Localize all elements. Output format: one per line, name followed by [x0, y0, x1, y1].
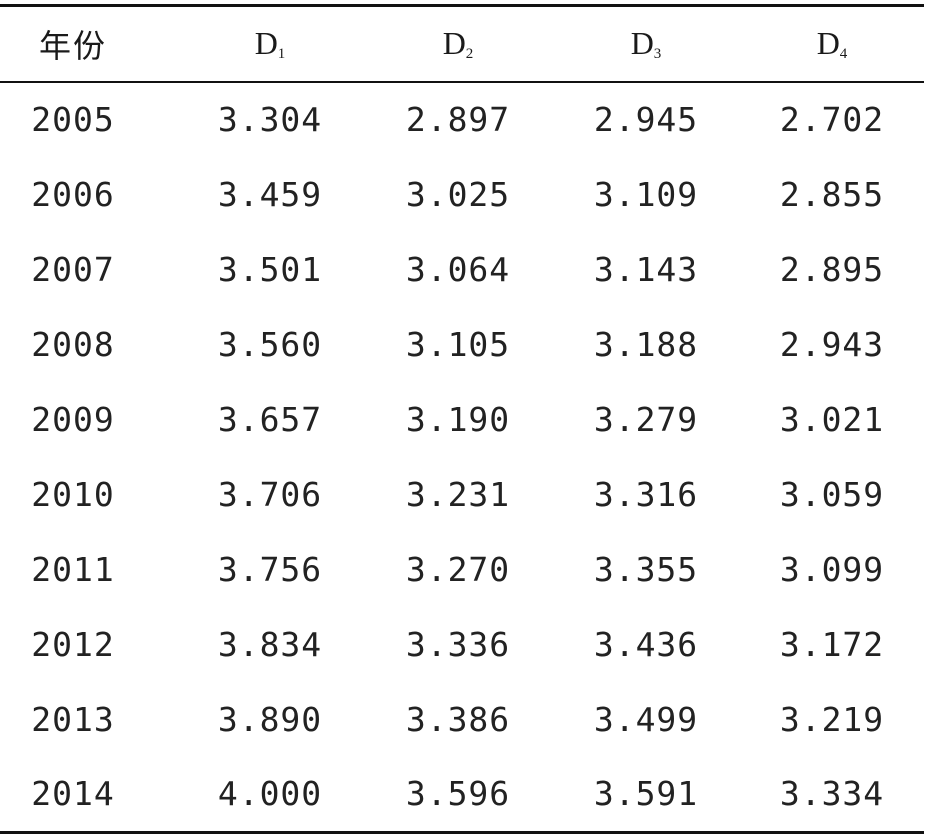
table-row: 2006 3.459 3.025 3.109 2.855: [0, 157, 924, 232]
value-cell-d4: 2.895: [779, 249, 885, 289]
data-table: 年份 D1 D2 D3 D4 2005 3.304 2.897 2.945 2.702 2…: [0, 4, 924, 834]
value-cell-d4: 3.099: [779, 549, 885, 589]
value-cell-d2: 3.064: [405, 249, 511, 289]
value-cell-d2: 2.897: [405, 100, 511, 139]
year-cell: 2007: [31, 249, 115, 289]
value-cell-d3: 3.279: [593, 399, 699, 439]
value-cell-d3: 3.355: [593, 549, 699, 589]
value-cell-d4: 2.702: [779, 100, 885, 139]
year-cell: 2012: [31, 624, 115, 664]
table-row: 2007 3.501 3.064 3.143 2.895: [0, 232, 924, 307]
table-row: 2012 3.834 3.336 3.436 3.172: [0, 607, 924, 682]
value-cell-d3: 3.143: [593, 249, 699, 289]
value-cell-d1: 3.501: [217, 249, 323, 289]
year-cell: 2014: [31, 774, 115, 814]
header-d3-sub: 3: [653, 46, 662, 63]
table-row: 2008 3.560 3.105 3.188 2.943: [0, 307, 924, 382]
header-d1-sub: 1: [277, 46, 286, 63]
value-cell-d2: 3.025: [405, 174, 511, 214]
table-row: 2005 3.304 2.897 2.945 2.702: [0, 82, 924, 157]
value-cell-d3: 3.436: [593, 624, 699, 664]
year-cell: 2013: [31, 699, 115, 739]
value-cell-d4: 3.059: [779, 474, 885, 514]
value-cell-d1: 3.304: [217, 100, 323, 139]
header-year: 年份: [38, 26, 107, 65]
value-cell-d2: 3.190: [405, 399, 511, 439]
value-cell-d1: 3.756: [217, 549, 323, 589]
value-cell-d1: 3.560: [217, 324, 323, 364]
header-d2-sub: 2: [465, 46, 474, 63]
header-d3: D3: [552, 6, 740, 82]
header-d1: D1: [176, 6, 364, 82]
value-cell-d2: 3.336: [405, 624, 511, 664]
value-cell-d2: 3.596: [405, 774, 511, 814]
table-header: 年份 D1 D2 D3 D4: [0, 5, 924, 82]
value-cell-d3: 3.109: [593, 174, 699, 214]
year-cell: 2010: [31, 474, 115, 514]
value-cell-d3: 2.945: [593, 100, 699, 139]
value-cell-d4: 3.334: [779, 774, 885, 814]
header-d4-sub: 4: [839, 46, 848, 63]
value-cell-d4: 2.943: [779, 324, 885, 364]
table-row: 2011 3.756 3.270 3.355 3.099: [0, 532, 924, 607]
value-cell-d3: 3.591: [593, 774, 699, 814]
header-d1-main: D: [254, 25, 278, 62]
value-cell-d1: 3.706: [217, 474, 323, 514]
table-body: 2005 3.304 2.897 2.945 2.702 2006 3.459 3.025 3.…: [0, 82, 924, 833]
value-cell-d1: 3.890: [217, 699, 323, 739]
value-cell-d4: 3.219: [779, 699, 885, 739]
header-d4-main: D: [816, 25, 840, 62]
value-cell-d1: 3.459: [217, 174, 323, 214]
data-table-container: 年份 D1 D2 D3 D4 2005 3.304 2.897 2.945 2.702 2…: [0, 4, 924, 834]
value-cell-d4: 3.172: [779, 624, 885, 664]
value-cell-d2: 3.105: [405, 324, 511, 364]
value-cell-d1: 4.000: [217, 774, 323, 814]
year-cell: 2005: [31, 100, 115, 139]
header-d2: D2: [364, 6, 552, 82]
table-row: 2009 3.657 3.190 3.279 3.021: [0, 382, 924, 457]
table-row: 2014 4.000 3.596 3.591 3.334: [0, 757, 924, 833]
header-row: 年份 D1 D2 D3 D4: [0, 5, 924, 82]
value-cell-d4: 2.855: [779, 174, 885, 214]
header-d4: D4: [740, 6, 924, 82]
year-cell: 2009: [31, 399, 115, 439]
value-cell-d3: 3.316: [593, 474, 699, 514]
table-row: 2010 3.706 3.231 3.316 3.059: [0, 457, 924, 532]
year-cell: 2011: [31, 549, 115, 589]
value-cell-d3: 3.499: [593, 699, 699, 739]
value-cell-d3: 3.188: [593, 324, 699, 364]
header-d2-main: D: [442, 25, 466, 62]
value-cell-d2: 3.231: [405, 474, 511, 514]
header-d3-main: D: [630, 25, 654, 62]
year-cell: 2008: [31, 324, 115, 364]
year-cell: 2006: [31, 174, 115, 214]
value-cell-d2: 3.386: [405, 699, 511, 739]
value-cell-d2: 3.270: [405, 549, 511, 589]
value-cell-d1: 3.834: [217, 624, 323, 664]
value-cell-d4: 3.021: [779, 399, 885, 439]
value-cell-d1: 3.657: [217, 399, 323, 439]
table-row: 2013 3.890 3.386 3.499 3.219: [0, 682, 924, 757]
